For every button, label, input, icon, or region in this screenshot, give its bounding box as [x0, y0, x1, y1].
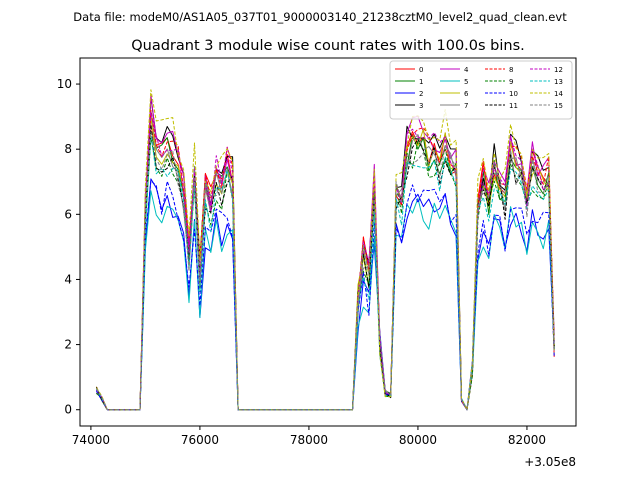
- series-line-5: [95, 190, 555, 411]
- legend-label-10: 10: [509, 90, 518, 98]
- series-line-15: [95, 131, 555, 411]
- legend-label-5: 5: [464, 78, 468, 86]
- y-tick-label: 8: [64, 142, 72, 156]
- x-tick-label: 78000: [290, 433, 328, 447]
- legend-label-14: 14: [554, 90, 563, 98]
- legend-label-9: 9: [509, 78, 513, 86]
- chart-title: Quadrant 3 module wise count rates with …: [131, 38, 525, 54]
- y-tick-label: 0: [64, 403, 72, 417]
- legend-label-8: 8: [509, 66, 513, 74]
- x-tick-label: 80000: [399, 433, 437, 447]
- x-axis: 74000 76000 78000 80000 82000: [72, 426, 546, 447]
- legend-label-7: 7: [464, 102, 468, 110]
- legend-label-0: 0: [419, 66, 423, 74]
- legend-label-15: 15: [554, 102, 563, 110]
- y-tick-label: 4: [64, 272, 72, 286]
- legend-label-2: 2: [419, 90, 423, 98]
- legend-label-13: 13: [554, 78, 563, 86]
- y-axis: 0 2 4 6 8 10: [57, 77, 80, 417]
- legend-label-4: 4: [464, 66, 469, 74]
- y-tick-label: 6: [64, 207, 72, 221]
- series-line-13: [95, 133, 555, 411]
- legend-label-11: 11: [509, 102, 518, 110]
- y-tick-label: 2: [64, 338, 72, 352]
- series-layer: [95, 89, 555, 411]
- plot-frame: [79, 57, 577, 427]
- series-line-11: [95, 124, 555, 411]
- legend-box: [389, 60, 573, 120]
- legend-label-12: 12: [554, 66, 563, 74]
- figure-suptitle: Data file: modeM0/AS1A05_037T01_90000031…: [73, 10, 567, 24]
- x-offset-label: +3.05e8: [524, 455, 576, 469]
- legend-label-3: 3: [419, 102, 423, 110]
- y-tick-label: 10: [57, 77, 72, 91]
- x-tick-label: 74000: [72, 433, 110, 447]
- legend-label-6: 6: [464, 90, 469, 98]
- x-tick-label: 76000: [181, 433, 219, 447]
- series-line-14: [95, 89, 555, 411]
- x-tick-label: 82000: [508, 433, 546, 447]
- legend-label-1: 1: [419, 78, 423, 86]
